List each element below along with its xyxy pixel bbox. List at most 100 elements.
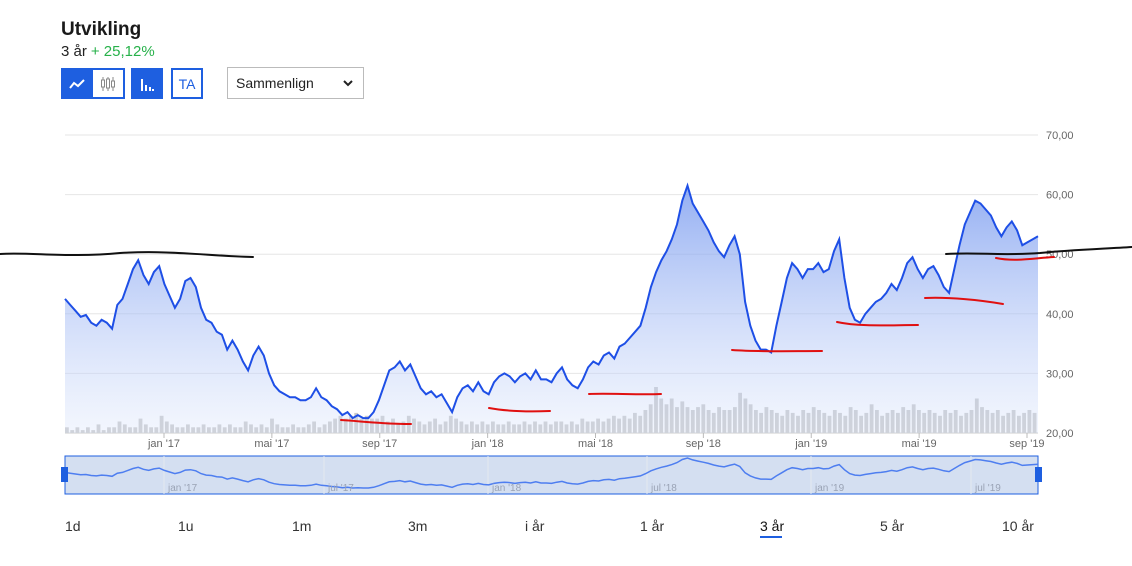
volume-bar (333, 418, 337, 433)
volume-bar (995, 410, 1000, 433)
price-area (65, 185, 1038, 433)
navigator-line (64, 457, 1039, 489)
volume-bar (243, 421, 248, 433)
volume-bar (575, 424, 579, 433)
compare-dropdown[interactable]: Sammenlign (227, 67, 364, 99)
volume-bar (880, 415, 884, 434)
volume-bar (1006, 412, 1011, 433)
navigator-tick-label: jan '18 (491, 483, 522, 494)
volume-bar (959, 415, 963, 434)
volume-bar (285, 427, 290, 434)
volume-bar (391, 418, 395, 433)
volume-bar (885, 412, 890, 433)
volume-bar (648, 404, 653, 434)
volume-bar (201, 424, 206, 433)
range-button-1m[interactable]: 1m (292, 518, 312, 534)
navigator-tick-label: jul '18 (650, 483, 677, 494)
annotation-red-5 (836, 321, 919, 327)
navigator-tick-label: jan '17 (167, 483, 198, 494)
volume-bar (1001, 415, 1005, 434)
range-button-1-år[interactable]: 1 år (640, 518, 665, 534)
change-value: + 25,12% (90, 43, 155, 60)
volume-bar (775, 412, 779, 433)
volume-bar (238, 427, 243, 434)
volume-bar (291, 424, 295, 433)
annotation-black-left (0, 251, 254, 258)
volume-bar (443, 421, 448, 433)
volume-bar (228, 424, 232, 433)
volume-bar (690, 410, 695, 433)
volume-bar (606, 418, 611, 433)
annotation-red-4 (731, 349, 823, 353)
volume-bar (806, 412, 811, 433)
volume-bar (1032, 412, 1037, 433)
volume-bar (301, 427, 306, 434)
navigator-handle-left[interactable] (61, 467, 68, 482)
annotation-red-7 (995, 256, 1055, 261)
volume-bar (217, 424, 222, 433)
volume-bar (80, 430, 85, 433)
volume-bar (375, 418, 380, 433)
navigator-tick-label: jul '19 (974, 483, 1001, 494)
range-button-10-år[interactable]: 10 år (1002, 518, 1034, 534)
navigator-tick-label: jan '19 (814, 483, 845, 494)
volume-bar (554, 421, 558, 433)
range-navigator[interactable]: jan '17 jul '17 jan '18 jul '18 jan '19 jul '… (61, 455, 1042, 495)
volume-bar (491, 421, 495, 433)
volume-bar (317, 427, 322, 434)
volume-bar (249, 424, 253, 433)
volume-bar (485, 424, 490, 433)
volume-bar (612, 415, 616, 434)
volume-bar (296, 427, 301, 434)
volume-bar (659, 398, 664, 433)
volume-bar (364, 415, 369, 434)
volume-bar (401, 421, 406, 433)
volume-bar (853, 410, 858, 433)
volume-bar (953, 410, 958, 433)
volume-bar (107, 427, 111, 434)
x-tick-label: mai '17 (254, 438, 289, 450)
volume-bar (259, 424, 264, 433)
volume-bar (1017, 415, 1021, 434)
volume-bar (517, 424, 522, 433)
volume-bar (922, 412, 927, 433)
volume-bar (501, 424, 506, 433)
x-tick-label: sep '19 (1009, 438, 1044, 450)
volume-bar (264, 427, 269, 434)
volume-bar (601, 421, 606, 433)
range-button-i-år[interactable]: i år (525, 518, 545, 534)
volume-bar (480, 421, 485, 433)
volume-bar (354, 412, 359, 433)
range-button-1d[interactable]: 1d (65, 518, 81, 534)
volume-bar (117, 421, 122, 433)
volume-bar (743, 398, 748, 433)
volume-button[interactable] (131, 68, 163, 99)
volume-bar (422, 424, 427, 433)
range-button-5-år[interactable]: 5 år (880, 518, 905, 534)
volume-bar (359, 418, 364, 433)
volume-bar (596, 418, 600, 433)
navigator-handle-right[interactable] (1035, 467, 1042, 482)
y-tick-label: 20,00 (1046, 428, 1074, 440)
volume-bar (754, 410, 758, 433)
range-button-3m[interactable]: 3m (408, 518, 428, 534)
annotation-red-3 (588, 392, 662, 396)
volume-bar (943, 410, 948, 433)
volume-bar (617, 418, 621, 433)
navigator-tick-label: jul '17 (327, 483, 354, 494)
line-chart-button[interactable] (61, 68, 93, 99)
range-button-1u[interactable]: 1u (178, 518, 194, 534)
volume-bar (406, 415, 411, 434)
volume-bar (122, 424, 127, 433)
volume-bar (448, 415, 453, 434)
volume-bar (475, 424, 479, 433)
volume-bar (175, 427, 180, 434)
candlestick-button[interactable] (93, 68, 125, 99)
price-line (64, 182, 1039, 420)
x-tick-label: sep '18 (686, 438, 721, 450)
technical-analysis-button[interactable]: TA (171, 68, 203, 99)
volume-bar (985, 410, 990, 433)
volume-bar (822, 412, 827, 433)
range-button-3-år[interactable]: 3 år (760, 518, 785, 534)
